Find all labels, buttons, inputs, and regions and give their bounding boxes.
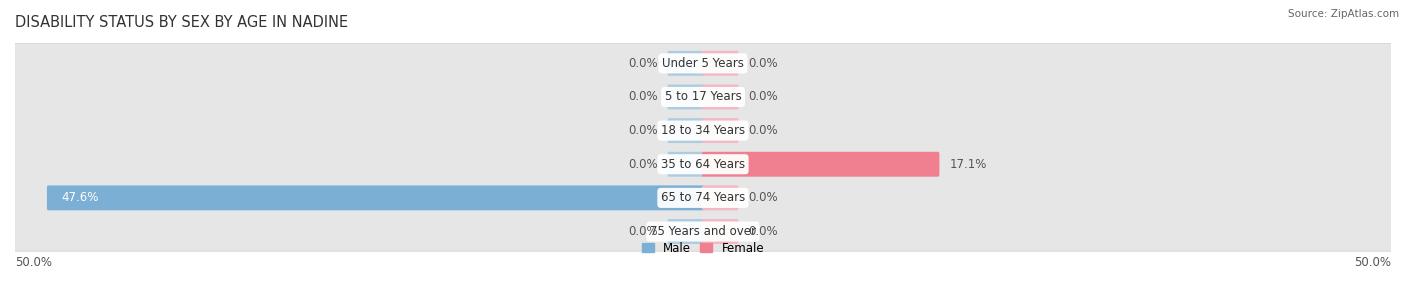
FancyBboxPatch shape <box>10 43 1396 83</box>
Text: 0.0%: 0.0% <box>628 91 658 103</box>
FancyBboxPatch shape <box>668 51 704 76</box>
FancyBboxPatch shape <box>10 111 1396 151</box>
FancyBboxPatch shape <box>10 77 1396 117</box>
Text: 0.0%: 0.0% <box>748 124 778 137</box>
Text: 17.1%: 17.1% <box>949 158 987 171</box>
FancyBboxPatch shape <box>13 111 1393 150</box>
Text: Under 5 Years: Under 5 Years <box>662 57 744 70</box>
Text: 0.0%: 0.0% <box>628 57 658 70</box>
Text: 35 to 64 Years: 35 to 64 Years <box>661 158 745 171</box>
FancyBboxPatch shape <box>10 178 1396 218</box>
FancyBboxPatch shape <box>10 211 1396 252</box>
FancyBboxPatch shape <box>702 51 738 76</box>
FancyBboxPatch shape <box>668 118 704 143</box>
Text: 0.0%: 0.0% <box>628 158 658 171</box>
FancyBboxPatch shape <box>702 185 738 210</box>
FancyBboxPatch shape <box>13 212 1393 251</box>
Text: 0.0%: 0.0% <box>748 191 778 204</box>
Legend: Male, Female: Male, Female <box>637 237 769 260</box>
FancyBboxPatch shape <box>668 152 704 177</box>
Text: 65 to 74 Years: 65 to 74 Years <box>661 191 745 204</box>
Text: 0.0%: 0.0% <box>748 91 778 103</box>
Text: 47.6%: 47.6% <box>62 191 100 204</box>
Text: 5 to 17 Years: 5 to 17 Years <box>665 91 741 103</box>
FancyBboxPatch shape <box>13 44 1393 83</box>
Text: 0.0%: 0.0% <box>628 124 658 137</box>
Text: 50.0%: 50.0% <box>15 256 52 269</box>
FancyBboxPatch shape <box>668 219 704 244</box>
FancyBboxPatch shape <box>13 178 1393 217</box>
Text: DISABILITY STATUS BY SEX BY AGE IN NADINE: DISABILITY STATUS BY SEX BY AGE IN NADIN… <box>15 15 349 30</box>
FancyBboxPatch shape <box>13 78 1393 116</box>
Text: 75 Years and over: 75 Years and over <box>650 225 756 238</box>
Text: 0.0%: 0.0% <box>748 57 778 70</box>
FancyBboxPatch shape <box>10 144 1396 184</box>
Text: 18 to 34 Years: 18 to 34 Years <box>661 124 745 137</box>
FancyBboxPatch shape <box>13 145 1393 184</box>
FancyBboxPatch shape <box>702 219 738 244</box>
FancyBboxPatch shape <box>668 84 704 109</box>
Text: Source: ZipAtlas.com: Source: ZipAtlas.com <box>1288 9 1399 19</box>
Text: 50.0%: 50.0% <box>1354 256 1391 269</box>
Text: 0.0%: 0.0% <box>628 225 658 238</box>
FancyBboxPatch shape <box>702 84 738 109</box>
Text: 0.0%: 0.0% <box>748 225 778 238</box>
FancyBboxPatch shape <box>702 118 738 143</box>
FancyBboxPatch shape <box>702 152 939 177</box>
FancyBboxPatch shape <box>46 185 704 210</box>
